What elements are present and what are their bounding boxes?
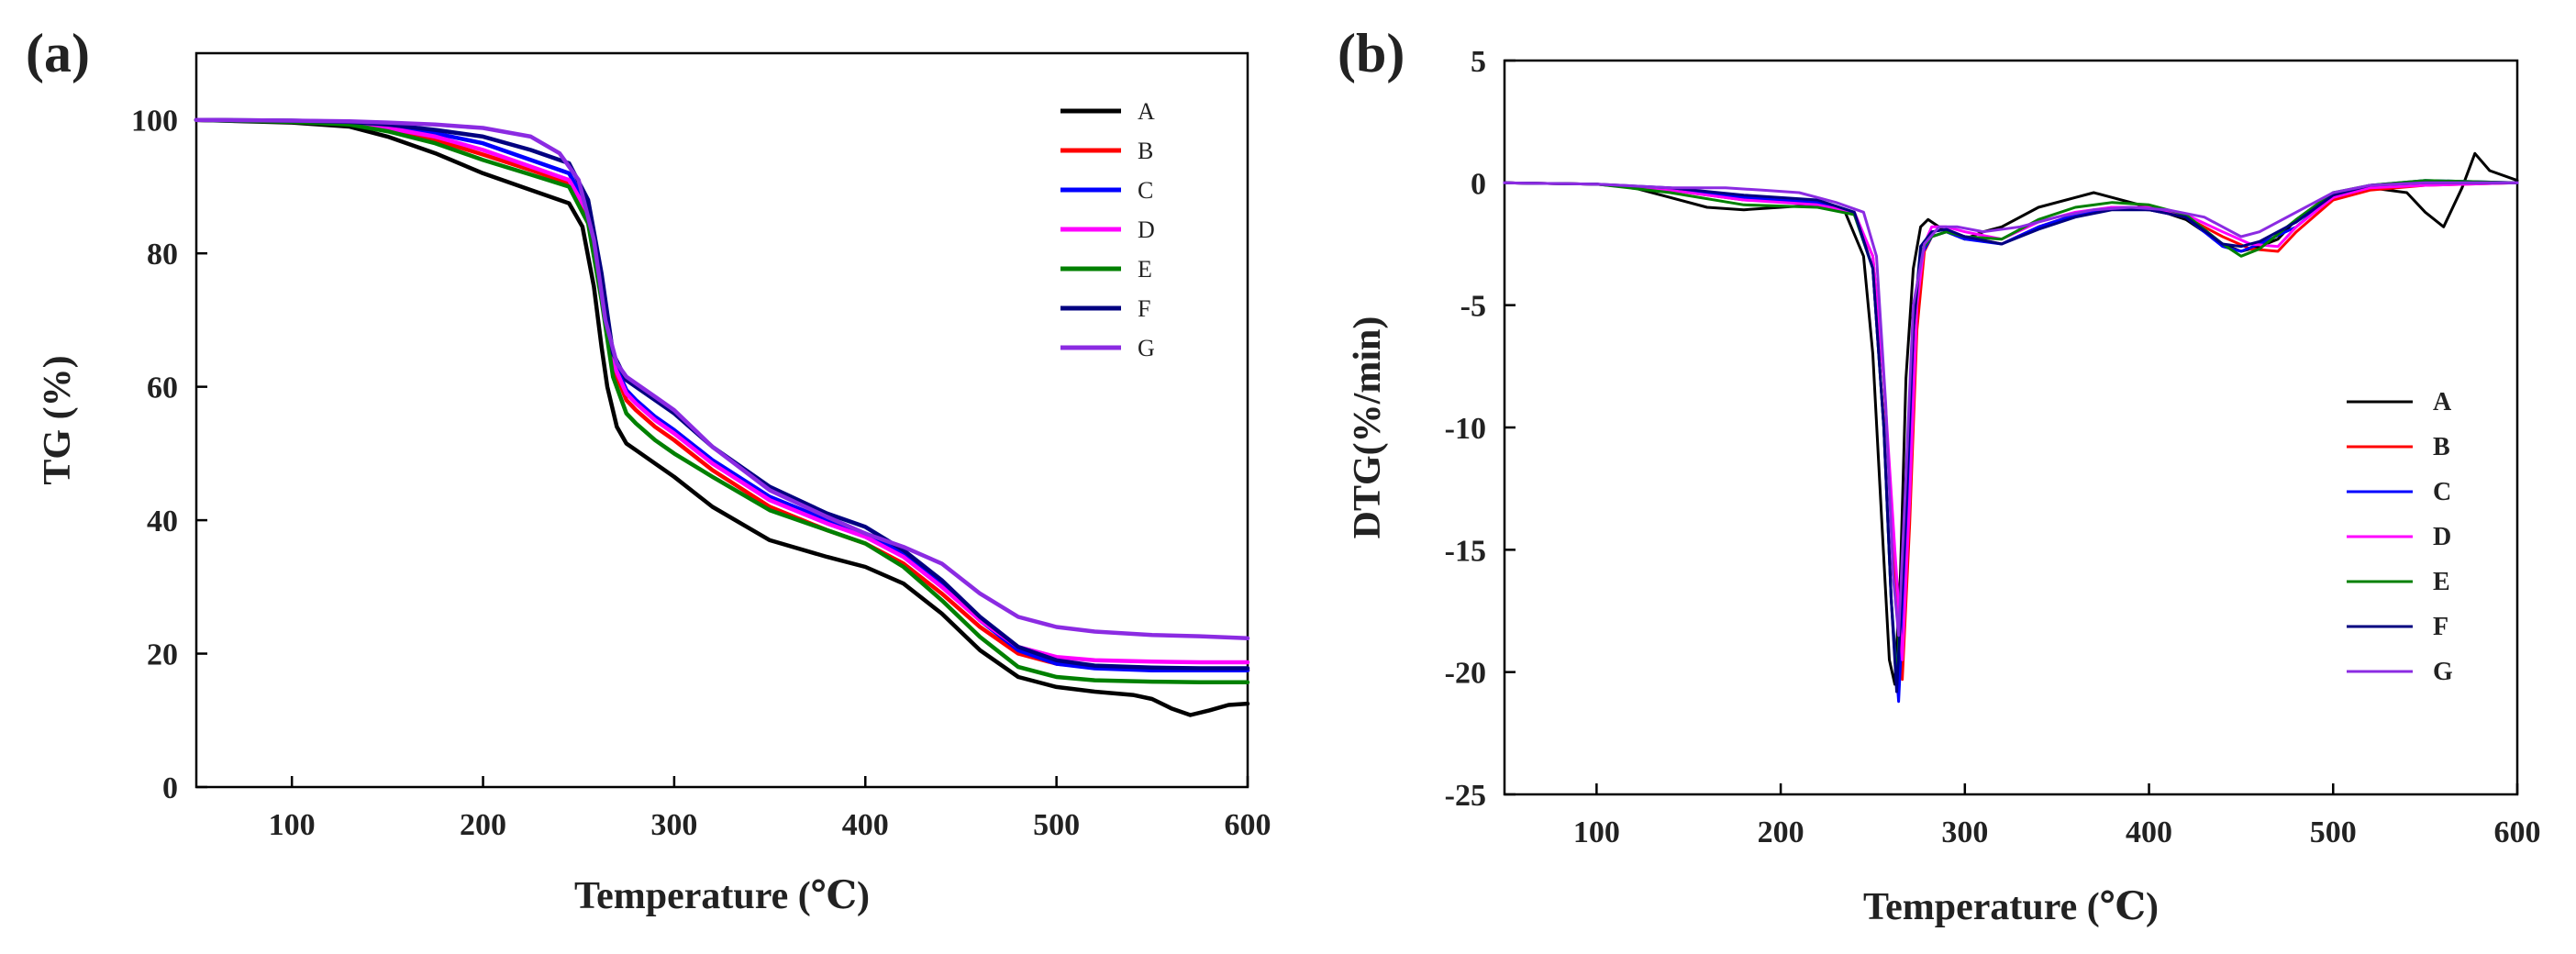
panel-a-y-tick-label: 80 <box>147 238 178 272</box>
panel-a-series-line-a <box>194 117 1250 717</box>
panel-b-ticks: 100 200 300 400 500 600 -25 -20 -15 -10 -5 0 5 <box>1445 45 2541 849</box>
panel-b-legend-label-d: D <box>2433 523 2451 551</box>
panel-b-y-tick-label: 5 <box>1471 45 1486 79</box>
panel-b-y-tick-label: -25 <box>1445 779 1486 813</box>
panel-a-series-line-g <box>194 117 1250 641</box>
panel-b-x-tick-label: 300 <box>1941 815 1988 849</box>
panel-b-series-line-g <box>1503 181 2519 638</box>
panel-b-legend-label-a: A <box>2433 388 2452 416</box>
panel-b-series-line-c <box>1503 179 2519 704</box>
panel-a-letter: (a) <box>26 23 90 83</box>
panel-a-x-tick-label: 100 <box>269 808 316 842</box>
panel-a-series-line-f <box>194 117 1250 671</box>
panel-a-x-tick-label: 600 <box>1225 808 1271 842</box>
panel-b-x-tick-label: 500 <box>2310 815 2357 849</box>
panel-a-tg-chart: (a) 100 200 300 400 500 600 0 20 40 60 80 100 ABCDE… <box>26 23 1271 917</box>
panel-b-y-tick-label: -5 <box>1460 290 1486 324</box>
panel-b-series-line-e <box>1503 179 2519 686</box>
panel-b-y-tick-label: -10 <box>1445 412 1486 446</box>
panel-a-legend-label-g: G <box>1138 335 1155 361</box>
panel-a-series-line-b <box>194 117 1250 672</box>
panel-b-y-tick-label: -15 <box>1445 534 1486 568</box>
panel-b-x-tick-label: 400 <box>2126 815 2172 849</box>
panel-a-series-group <box>194 117 1250 717</box>
panel-b-legend-label-e: E <box>2433 568 2450 596</box>
panel-a-legend-label-b: B <box>1138 138 1153 164</box>
panel-b-plot-frame <box>1503 59 2519 796</box>
panel-b-series-group <box>1503 151 2519 704</box>
panel-b-series-line-f <box>1503 181 2519 693</box>
panel-a-x-tick-label: 500 <box>1033 808 1080 842</box>
panel-a-series-line-d <box>194 117 1250 665</box>
panel-a-y-tick-label: 100 <box>131 105 178 139</box>
panel-b-letter: (b) <box>1338 23 1405 83</box>
panel-b-x-tick-label: 600 <box>2494 815 2541 849</box>
panel-b-y-tick-label: -20 <box>1445 657 1486 691</box>
panel-a-y-tick-label: 0 <box>162 771 178 805</box>
panel-a-x-tick-label: 400 <box>842 808 889 842</box>
panel-a-y-tick-label: 40 <box>147 505 178 538</box>
panel-a-y-tick-label: 20 <box>147 638 178 672</box>
panel-a-legend-label-a: A <box>1138 98 1155 125</box>
panel-b-legend-label-c: C <box>2433 478 2451 506</box>
panel-b-series-line-d <box>1503 181 2519 661</box>
panel-a-y-tick-label: 60 <box>147 372 178 405</box>
panel-a-x-tick-label: 200 <box>460 808 506 842</box>
panel-a-series-line-e <box>194 117 1250 685</box>
panel-a-x-axis-title: Temperature (℃) <box>574 875 870 917</box>
panel-a-legend-label-c: C <box>1138 177 1153 204</box>
panel-a-ticks: 100 200 300 400 500 600 0 20 40 60 80 100 <box>131 105 1271 842</box>
panel-b-legend-label-g: G <box>2433 658 2453 686</box>
panel-a-y-axis-title: TG (%) <box>37 355 79 484</box>
panel-b-series-line-b <box>1503 181 2519 682</box>
panel-a-x-tick-label: 300 <box>650 808 697 842</box>
panel-a-legend-label-d: D <box>1138 216 1155 243</box>
panel-b-legend-label-b: B <box>2433 433 2450 461</box>
panel-a-legend-label-f: F <box>1138 295 1150 322</box>
panel-a-legend-label-e: E <box>1138 256 1152 283</box>
panel-b-legend-label-f: F <box>2433 613 2448 641</box>
panel-a-plot-frame <box>194 51 1249 789</box>
panel-b-y-tick-label: 0 <box>1471 167 1486 201</box>
panel-b-dtg-chart: (b) 100 200 300 400 500 600 -25 -20 -15 -10 -5 0 5 A… <box>1338 23 2541 928</box>
panel-b-x-tick-label: 200 <box>1758 815 1804 849</box>
panel-b-x-tick-label: 100 <box>1573 815 1620 849</box>
panel-a-series-line-c <box>194 117 1250 672</box>
panel-b-y-axis-title: DTG(%/min) <box>1347 316 1389 539</box>
panel-b-x-axis-title: Temperature (℃) <box>1863 886 2159 928</box>
